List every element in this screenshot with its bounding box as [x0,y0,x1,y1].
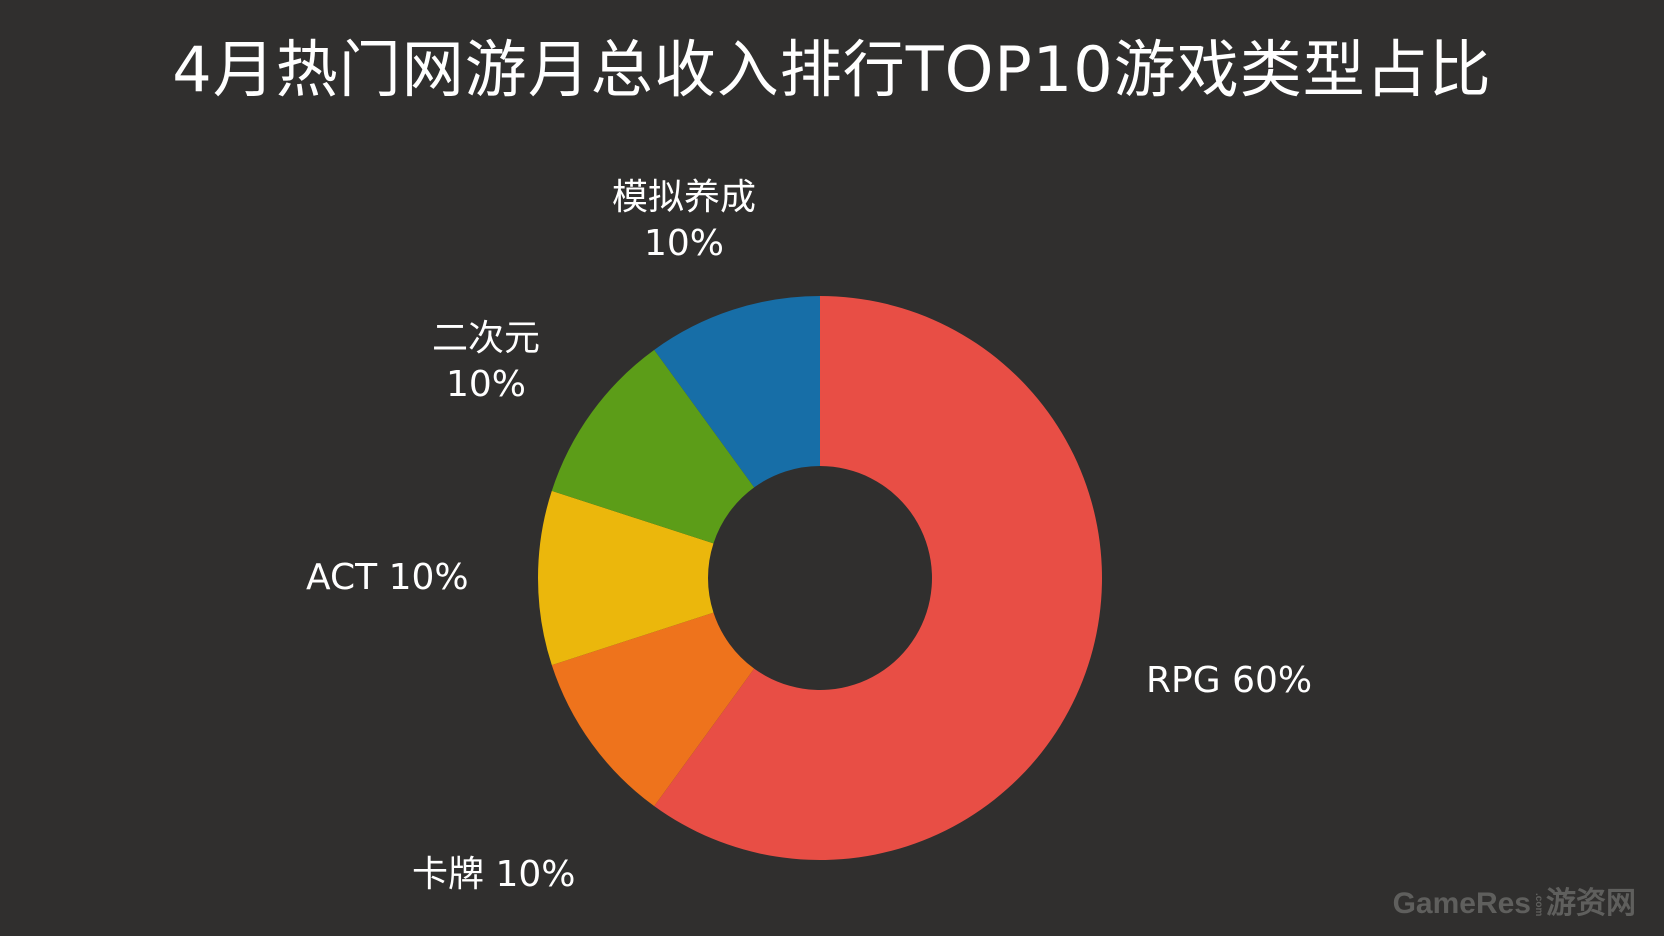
watermark-brand: GameRes [1392,887,1531,920]
slice-label-rpg: RPG 60% [1146,658,1312,704]
donut-slice-4 [654,296,820,488]
slice-category: 卡牌 [412,854,485,895]
slice-category: ACT [306,557,378,598]
slice-value: 10% [388,557,469,598]
slice-category: 模拟养成 [612,177,757,218]
donut-slice-0 [654,296,1102,860]
slice-label-simulation: 模拟养成 10% [612,175,756,267]
donut-slice-1 [551,612,755,807]
watermark-cn: 游资网 [1546,887,1636,920]
chart-title: 4月热门网游月总收入排行TOP10游戏类型占比 [172,33,1492,106]
slice-value: 60% [1232,660,1313,701]
slice-label-card: 卡牌 10% [412,852,575,898]
slice-category: 二次元 [432,318,541,359]
slice-value: 10% [644,223,725,264]
slice-value: 10% [446,364,527,405]
donut-slice-3 [551,349,755,544]
watermark-logo: GameRes .com游资网 [1393,878,1636,922]
slice-label-act: ACT 10% [306,555,469,601]
donut-slice-2 [538,490,714,666]
slice-value: 10% [495,854,576,895]
donut-slices [538,296,1102,860]
watermark-domain: .com [1533,893,1544,917]
slice-label-anime: 二次元 10% [432,316,540,408]
slice-category: RPG [1146,660,1221,701]
